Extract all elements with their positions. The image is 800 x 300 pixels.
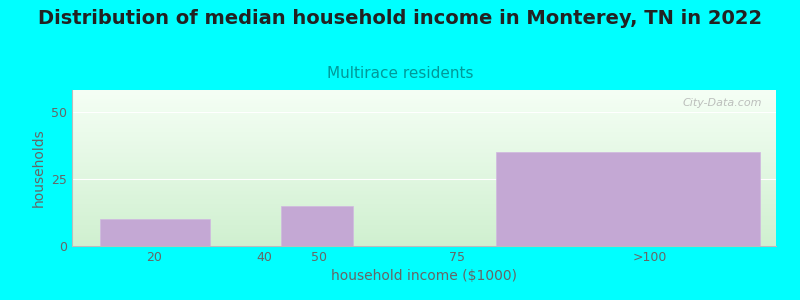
- Text: Distribution of median household income in Monterey, TN in 2022: Distribution of median household income …: [38, 9, 762, 28]
- Text: Multirace residents: Multirace residents: [326, 66, 474, 81]
- Bar: [281, 206, 353, 246]
- Y-axis label: households: households: [31, 129, 46, 207]
- X-axis label: household income ($1000): household income ($1000): [331, 269, 517, 284]
- Bar: [99, 219, 210, 246]
- Text: City-Data.com: City-Data.com: [682, 98, 762, 108]
- Bar: [495, 152, 759, 246]
